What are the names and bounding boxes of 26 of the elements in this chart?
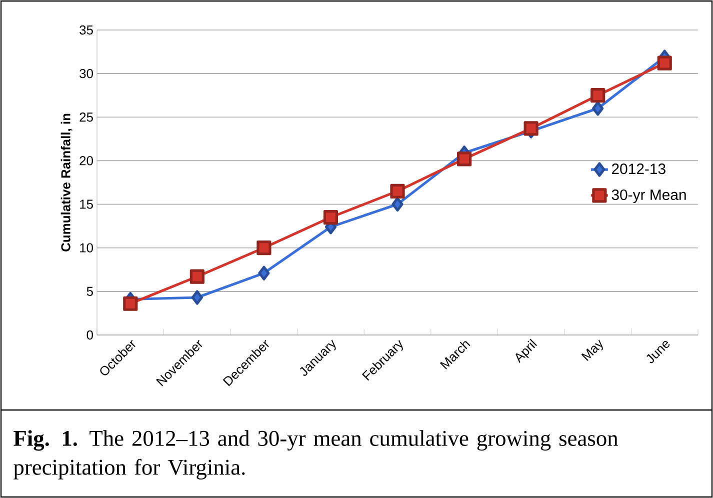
point (191, 290, 203, 305)
point (524, 121, 538, 136)
y-tick-label: 25 (80, 112, 93, 122)
point (256, 240, 272, 256)
legend-label: 30-yr Mean (612, 189, 686, 204)
y-axis-title: Cumulative Rainfall, in (60, 114, 72, 252)
point (392, 196, 404, 212)
y-tick-label: 20 (80, 156, 93, 166)
text: Fig. 1. The 2012–13 and 30-yr mean cumulative growing season precipitation for Virginia. (14, 430, 618, 480)
y-tick-label: 0 (86, 330, 93, 340)
y-tick-label: 15 (80, 200, 93, 209)
point (390, 184, 405, 198)
x-tick-label: May (581, 340, 603, 361)
y-tick-label: 30 (80, 68, 93, 78)
point (590, 88, 606, 103)
point (657, 56, 672, 70)
y-tick-label: 10 (80, 243, 93, 252)
point (323, 210, 338, 225)
point (456, 152, 472, 166)
point (592, 101, 604, 116)
point (123, 296, 138, 311)
point (190, 269, 204, 284)
point (258, 266, 270, 280)
y-tick-label: 5 (86, 286, 93, 296)
legend-label: 2012-13 (612, 164, 666, 174)
y-tick-label: 35 (80, 25, 93, 35)
